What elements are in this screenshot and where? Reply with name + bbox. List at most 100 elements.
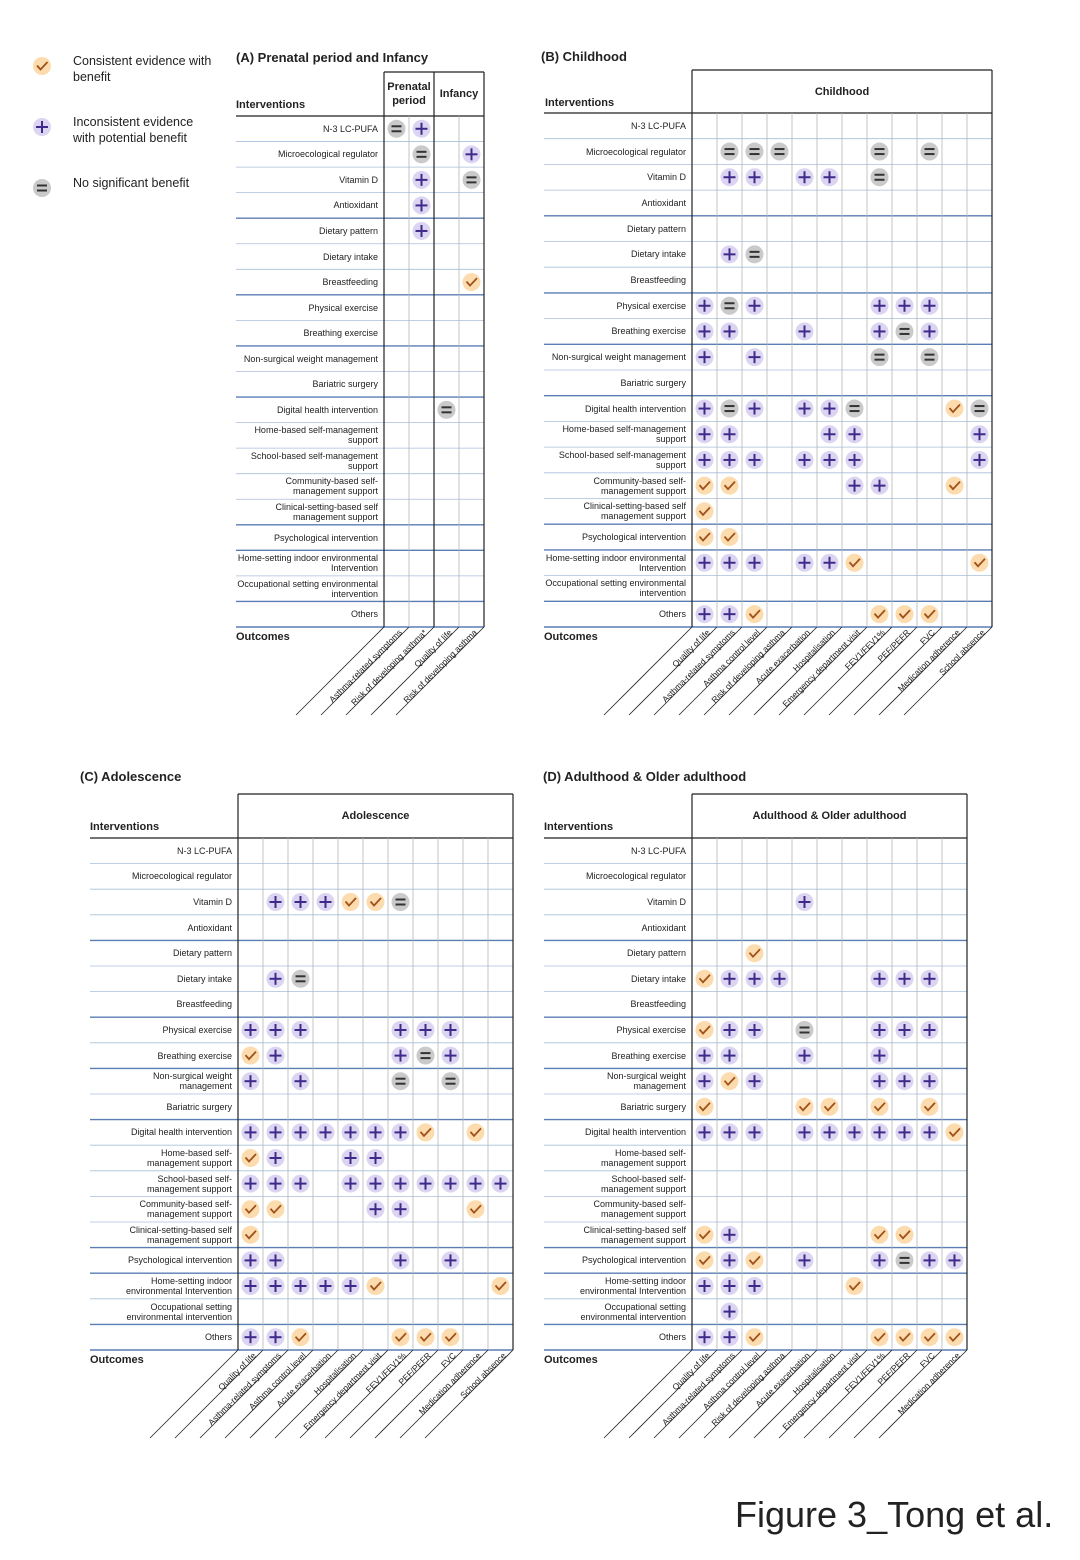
intervention-label: Digital health intervention (584, 1127, 686, 1138)
evidence-mark (970, 553, 989, 572)
evidence-mark (720, 553, 739, 572)
symbol-disc (745, 1328, 764, 1347)
intervention-label: Bariatric surgery (620, 377, 686, 388)
check-glyph (923, 1332, 936, 1343)
symbol-disc (466, 1123, 485, 1142)
evidence-mark (920, 1328, 939, 1347)
evidence-mark (341, 1277, 360, 1295)
evidence-mark (820, 1123, 839, 1142)
legend-symbol (33, 179, 51, 197)
evidence-mark (745, 168, 764, 187)
evidence-mark (241, 1072, 260, 1091)
evidence-mark (695, 1046, 714, 1065)
outcome-guide (678, 1349, 768, 1439)
evidence-mark (970, 399, 989, 418)
check-glyph (444, 1332, 457, 1343)
evidence-mark (441, 1021, 460, 1039)
outcome-guide (778, 1349, 868, 1439)
evidence-mark (241, 1225, 260, 1244)
evidence-mark (745, 1251, 764, 1270)
evidence-mark (745, 399, 764, 418)
symbol-disc (720, 476, 739, 495)
intervention-label: Others (658, 1332, 686, 1343)
evidence-mark (720, 142, 739, 161)
evidence-mark (720, 476, 739, 495)
evidence-mark (820, 399, 839, 418)
intervention-label: Breastfeeding (322, 277, 378, 288)
evidence-mark (266, 1046, 285, 1065)
symbol-disc (695, 528, 714, 547)
symbol-disc (920, 1097, 939, 1116)
evidence-mark (845, 476, 864, 495)
intervention-label: Physical exercise (616, 300, 686, 311)
evidence-mark (695, 1021, 714, 1039)
evidence-mark (795, 1251, 814, 1270)
outcome-guide (878, 1349, 968, 1439)
outcome-guide (603, 626, 693, 716)
symbol-disc (745, 245, 764, 264)
intervention-label: Microecological regulator (585, 871, 686, 882)
evidence-mark (366, 1149, 385, 1167)
check-glyph (494, 1281, 507, 1291)
evidence-mark (291, 1277, 310, 1295)
intervention-label: Others (350, 609, 378, 620)
evidence-mark (462, 170, 481, 189)
evidence-mark (745, 1123, 764, 1142)
symbol-disc (416, 1328, 435, 1347)
evidence-mark (720, 1021, 739, 1039)
evidence-mark (795, 1123, 814, 1142)
check-glyph (823, 1102, 836, 1112)
symbol-disc (491, 1277, 510, 1295)
check-glyph (344, 897, 357, 907)
intervention-label: N-3 LC-PUFA (176, 845, 232, 856)
outcome-guide (370, 626, 460, 716)
symbol-disc (870, 1225, 889, 1244)
intervention-label: Vitamin D (193, 896, 232, 907)
check-glyph (898, 609, 911, 619)
evidence-mark (920, 605, 939, 624)
check-glyph (748, 1255, 761, 1266)
symbol-disc (695, 969, 714, 988)
symbol-disc (720, 296, 739, 315)
intervention-label: Physical exercise (308, 302, 378, 313)
interventions-label: Interventions (545, 97, 615, 109)
symbol-disc (970, 399, 989, 418)
intervention-label: Breastfeeding (630, 999, 686, 1010)
panel-title: (A) Prenatal period and Infancy (236, 50, 429, 65)
evidence-mark (895, 1328, 914, 1347)
intervention-label: Occupational setting environmental inter… (580, 1301, 686, 1322)
check-glyph (269, 1204, 282, 1215)
evidence-mark (695, 322, 714, 341)
outcome-guide (853, 626, 943, 716)
evidence-mark (720, 605, 739, 624)
evidence-mark (695, 296, 714, 315)
intervention-label: Vitamin D (339, 174, 378, 185)
evidence-mark (795, 1097, 814, 1116)
intervention-label: Psychological intervention (127, 1255, 232, 1266)
intervention-label: Home-setting indoor environmental Interv… (545, 552, 686, 573)
outcome-guide (753, 626, 843, 716)
evidence-mark (266, 1200, 285, 1219)
evidence-mark (895, 322, 914, 341)
evidence-mark (391, 1251, 410, 1270)
outcomes-label: Outcomes (236, 631, 290, 643)
evidence-mark (720, 450, 739, 469)
check-glyph (748, 948, 761, 959)
symbol-disc (241, 1046, 260, 1065)
intervention-label: Community-based self-management support (139, 1199, 232, 1220)
symbol-disc (241, 1200, 260, 1219)
legend-symbol (33, 118, 51, 136)
symbol-disc (416, 1123, 435, 1142)
check-glyph (948, 481, 961, 491)
intervention-label: Home-setting indoor environmental Interv… (237, 553, 378, 574)
evidence-mark (441, 1072, 460, 1091)
check-glyph (36, 61, 49, 71)
evidence-mark (870, 1251, 889, 1270)
symbol-disc (795, 1097, 814, 1116)
legend-label: Inconsistent evidence with potential ben… (73, 115, 194, 145)
evidence-mark (920, 1021, 939, 1039)
evidence-mark (466, 1123, 485, 1142)
evidence-mark (845, 553, 864, 572)
intervention-label: Dietary intake (630, 973, 686, 984)
symbol-disc (695, 1225, 714, 1244)
